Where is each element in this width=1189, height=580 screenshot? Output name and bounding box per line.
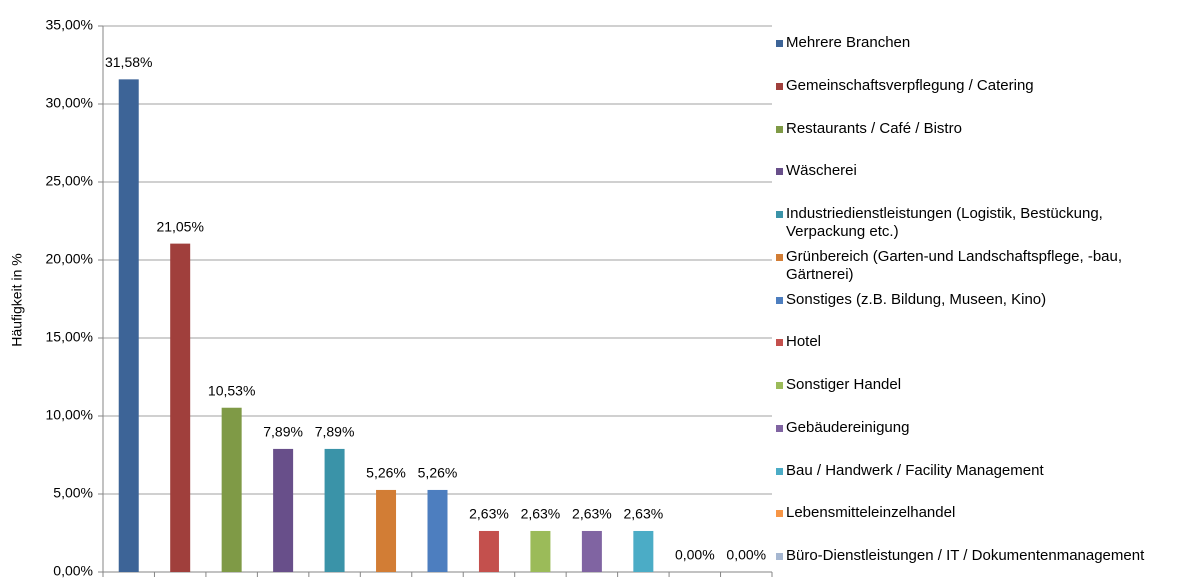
legend-swatch: [776, 424, 783, 432]
legend-entry: Hotel: [776, 333, 1176, 351]
legend-entry: Bau / Handwerk / Facility Management: [776, 462, 1176, 480]
y-tick-label: 10,00%: [46, 407, 93, 423]
legend-entry: Büro-Dienstleistungen / IT / Dokumentenm…: [776, 547, 1176, 565]
legend-swatch: [776, 253, 783, 261]
y-tick-label: 35,00%: [46, 17, 93, 33]
legend-swatch: [776, 467, 783, 475]
data-label: 5,26%: [366, 465, 406, 481]
y-tick-label: 25,00%: [46, 173, 93, 189]
data-label: 7,89%: [263, 424, 303, 440]
data-label: 5,26%: [418, 465, 458, 481]
y-tick-label: 15,00%: [46, 329, 93, 345]
data-label: 0,00%: [675, 547, 715, 563]
legend-label: Mehrere Branchen: [786, 34, 911, 51]
legend-entry: Grünbereich (Garten-und Landschaftspfleg…: [776, 248, 1176, 284]
legend-label: Hotel: [786, 333, 822, 351]
y-tick-label: 30,00%: [46, 95, 93, 111]
legend-swatch: [776, 125, 783, 133]
bar: [324, 448, 345, 572]
bar: [581, 530, 602, 572]
bar: [478, 530, 499, 572]
y-tick-label: 0,00%: [53, 563, 93, 579]
data-label: 10,53%: [208, 382, 255, 398]
bar: [273, 448, 294, 572]
bar: [633, 530, 654, 572]
bar: [427, 489, 448, 572]
legend-label: Büro-Dienstleistungen / IT / Dokumentenm…: [786, 547, 1145, 564]
legend-swatch: [776, 296, 783, 304]
legend-label: Restaurants / Café / Bistro: [786, 119, 962, 137]
data-label: 2,63%: [521, 506, 561, 522]
legend-label: Gebäudereinigung: [786, 418, 910, 436]
y-tick-label: 5,00%: [53, 485, 93, 501]
legend-entry: Restaurants / Café / Bistro: [776, 120, 1176, 138]
legend-entry: Gebäudereinigung: [776, 419, 1176, 437]
legend-swatch: [776, 339, 783, 347]
data-label: 0,00%: [726, 547, 766, 563]
legend-entry: Gemeinschaftsverpflegung / Catering: [776, 77, 1176, 95]
data-label: 21,05%: [156, 218, 203, 234]
legend-swatch: [776, 382, 783, 389]
legend-entry: Lebensmitteleinzelhandel: [776, 504, 1176, 522]
y-axis-label: Häufigkeit in %: [9, 253, 25, 346]
legend-swatch: [776, 211, 783, 218]
legend-swatch: [776, 553, 783, 560]
legend-label: Sonstiges (z.B. Bildung, Museen, Kino): [786, 290, 1047, 308]
data-label: 7,89%: [315, 424, 355, 440]
legend-label: Bau / Handwerk / Facility Management: [786, 461, 1044, 479]
legend-label: Lebensmitteleinzelhandel: [786, 504, 956, 522]
legend-label: Industriedienstleistungen (Logistik, Bes…: [786, 205, 1103, 240]
data-label: 31,58%: [105, 54, 152, 70]
data-label: 2,63%: [623, 506, 663, 522]
y-tick-label: 20,00%: [46, 251, 93, 267]
legend-entry: Mehrere Branchen: [776, 34, 1176, 52]
legend-entry: Sonstiger Handel: [776, 376, 1176, 394]
legend-entry: Wäscherei: [776, 162, 1176, 180]
legend-label: Sonstiger Handel: [786, 376, 902, 393]
legend-label: Grünbereich (Garten-und Landschaftspfleg…: [786, 247, 1123, 283]
legend-label: Gemeinschaftsverpflegung / Catering: [786, 76, 1034, 94]
legend-entry: Industriedienstleistungen (Logistik, Bes…: [776, 205, 1176, 241]
bar: [530, 530, 551, 572]
data-label: 2,63%: [572, 506, 612, 522]
legend-swatch: [776, 40, 783, 47]
legend-swatch: [776, 82, 783, 90]
legend-swatch: [776, 510, 783, 518]
data-label: 2,63%: [469, 506, 509, 522]
bar: [170, 243, 191, 572]
legend-label: Wäscherei: [786, 162, 857, 180]
legend-entry: Sonstiges (z.B. Bildung, Museen, Kino): [776, 291, 1176, 309]
bar: [118, 79, 139, 573]
bar: [376, 489, 397, 572]
legend-swatch: [776, 168, 783, 176]
bar: [221, 407, 242, 572]
